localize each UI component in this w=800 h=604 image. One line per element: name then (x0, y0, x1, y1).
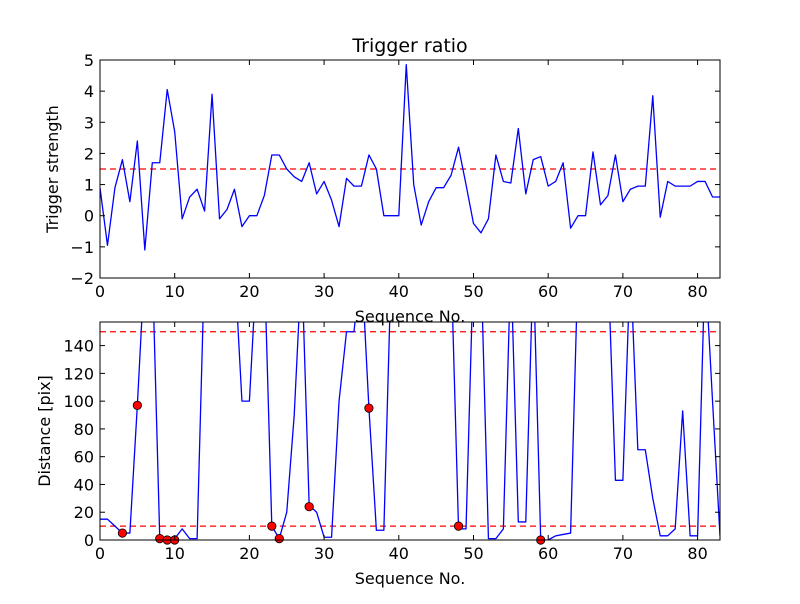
distance-chart: Sequence No. Distance [pix] 0 10 20 30 40 50 6… (35, 321, 721, 588)
y-tick-label: 40 (74, 475, 94, 494)
chart-title: Trigger ratio (351, 35, 467, 57)
x-axis-label: Sequence No. (355, 307, 466, 326)
x-tick-label: 60 (538, 282, 558, 301)
y-tick-label: 120 (63, 364, 94, 383)
y-tick-label: 5 (84, 51, 94, 70)
y-tick-label: −2 (70, 269, 94, 288)
plot-area (100, 64, 720, 251)
x-tick-label: 40 (389, 282, 409, 301)
y-tick-label: 140 (63, 337, 94, 356)
x-tick-label: 60 (538, 544, 558, 563)
y-tick-label: 100 (63, 392, 94, 411)
data-point-marker (132, 400, 142, 410)
x-tick-label: 0 (95, 544, 105, 563)
y-tick-label: 0 (84, 531, 94, 550)
plot-area (100, 322, 720, 540)
x-tick-label: 70 (613, 544, 633, 563)
y-tick-label: 3 (84, 113, 94, 132)
x-tick-label: 20 (239, 282, 259, 301)
data-point-marker (274, 534, 284, 544)
trigger-ratio-chart: Trigger ratio Sequence No. Trigger stren… (43, 35, 721, 326)
x-tick-label: 20 (239, 544, 259, 563)
x-tick-label: 0 (95, 282, 105, 301)
y-tick-label: 0 (84, 207, 94, 226)
plot-frame (99, 321, 721, 541)
x-tick-label: 10 (165, 282, 185, 301)
x-tick-label: 50 (463, 544, 483, 563)
y-tick-label: 20 (74, 503, 94, 522)
x-tick-label: 30 (314, 282, 334, 301)
series-line (100, 322, 720, 540)
y-tick-label: 60 (74, 448, 94, 467)
x-tick-label: 40 (389, 544, 409, 563)
y-axis-label: Trigger strength (43, 105, 62, 234)
x-tick-label: 30 (314, 544, 334, 563)
series-line (100, 64, 720, 251)
data-point-marker (364, 403, 374, 413)
x-tick-label: 50 (463, 282, 483, 301)
y-tick-label: 2 (84, 144, 94, 163)
data-point-marker (304, 502, 314, 512)
y-tick-label: 80 (74, 420, 94, 439)
data-point-marker (155, 534, 165, 544)
x-tick-label: 80 (687, 282, 707, 301)
x-tick-label: 10 (165, 544, 185, 563)
data-point-marker (453, 521, 464, 531)
plot-frame (99, 59, 721, 279)
x-tick-label: 80 (687, 544, 707, 563)
y-tick-label: −1 (70, 238, 94, 257)
x-tick-label: 70 (613, 282, 633, 301)
data-point-marker (267, 521, 277, 531)
y-tick-label: 4 (84, 82, 94, 101)
x-axis-label: Sequence No. (355, 569, 466, 588)
y-tick-label: 1 (84, 176, 94, 195)
data-point-marker (117, 528, 128, 538)
y-axis-label: Distance [pix] (35, 375, 54, 487)
